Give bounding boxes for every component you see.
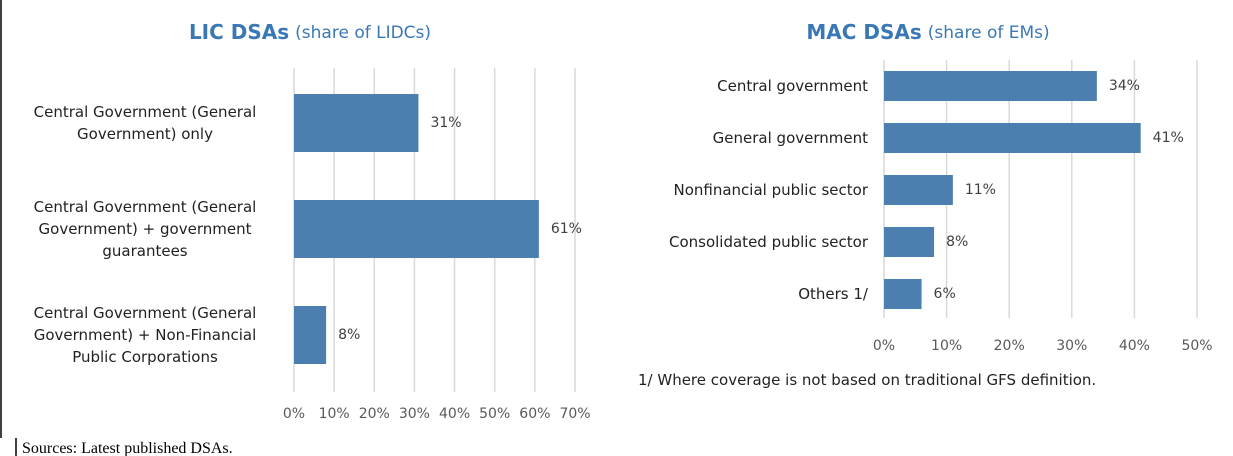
category-label: Others 1/ (798, 285, 868, 303)
value-label: 6% (934, 286, 956, 302)
x-tick-label: 20% (994, 338, 1025, 354)
source: Sources: Latest published DSAs. (22, 440, 233, 456)
x-tick-label: 40% (439, 406, 470, 422)
category-label: Central Government (General Government) … (33, 198, 257, 260)
title-main: MAC DSAs (806, 20, 921, 44)
category-label: Nonfinancial public sector (673, 181, 868, 199)
title-sub: (share of EMs) (928, 23, 1050, 43)
x-tick-label: 0% (873, 338, 895, 354)
value-label: 8% (338, 327, 360, 343)
bar (884, 227, 935, 257)
x-tick-label: 0% (283, 406, 305, 422)
bar (884, 71, 1097, 101)
bar (884, 175, 953, 205)
footnote: 1/ Where coverage is not based on tradit… (638, 371, 1097, 389)
category-label: Consolidated public sector (668, 233, 868, 251)
x-tick-label: 50% (1181, 338, 1212, 354)
value-label: 11% (965, 182, 996, 198)
bar (294, 200, 539, 258)
x-tick-label: 20% (359, 406, 390, 422)
category-label: Central Government (General Government) … (33, 103, 257, 143)
x-tick-label: 50% (479, 406, 510, 422)
x-tick-label: 10% (319, 406, 350, 422)
bar (884, 123, 1141, 153)
value-label: 8% (946, 234, 968, 250)
title-sub: (share of LIDCs) (295, 23, 431, 43)
x-tick-label: 10% (931, 338, 962, 354)
x-tick-label: 70% (559, 406, 590, 422)
value-label: 31% (430, 115, 461, 131)
category-label: Central Government (General Government) … (33, 304, 257, 366)
bar (294, 94, 419, 152)
value-label: 41% (1153, 130, 1184, 146)
x-tick-label: 60% (519, 406, 550, 422)
value-label: 34% (1109, 78, 1140, 94)
bar (884, 279, 922, 309)
chart-title: MAC DSAs (share of EMs) (806, 20, 1049, 44)
chart-title: LIC DSAs (share of LIDCs) (189, 20, 431, 44)
value-label: 61% (551, 221, 582, 237)
x-tick-label: 40% (1119, 338, 1150, 354)
x-tick-label: 30% (399, 406, 430, 422)
x-tick-label: 30% (1056, 338, 1087, 354)
title-main: LIC DSAs (189, 20, 289, 44)
category-label: General government (712, 129, 868, 147)
bar (294, 306, 327, 364)
category-label: Central government (717, 77, 868, 95)
